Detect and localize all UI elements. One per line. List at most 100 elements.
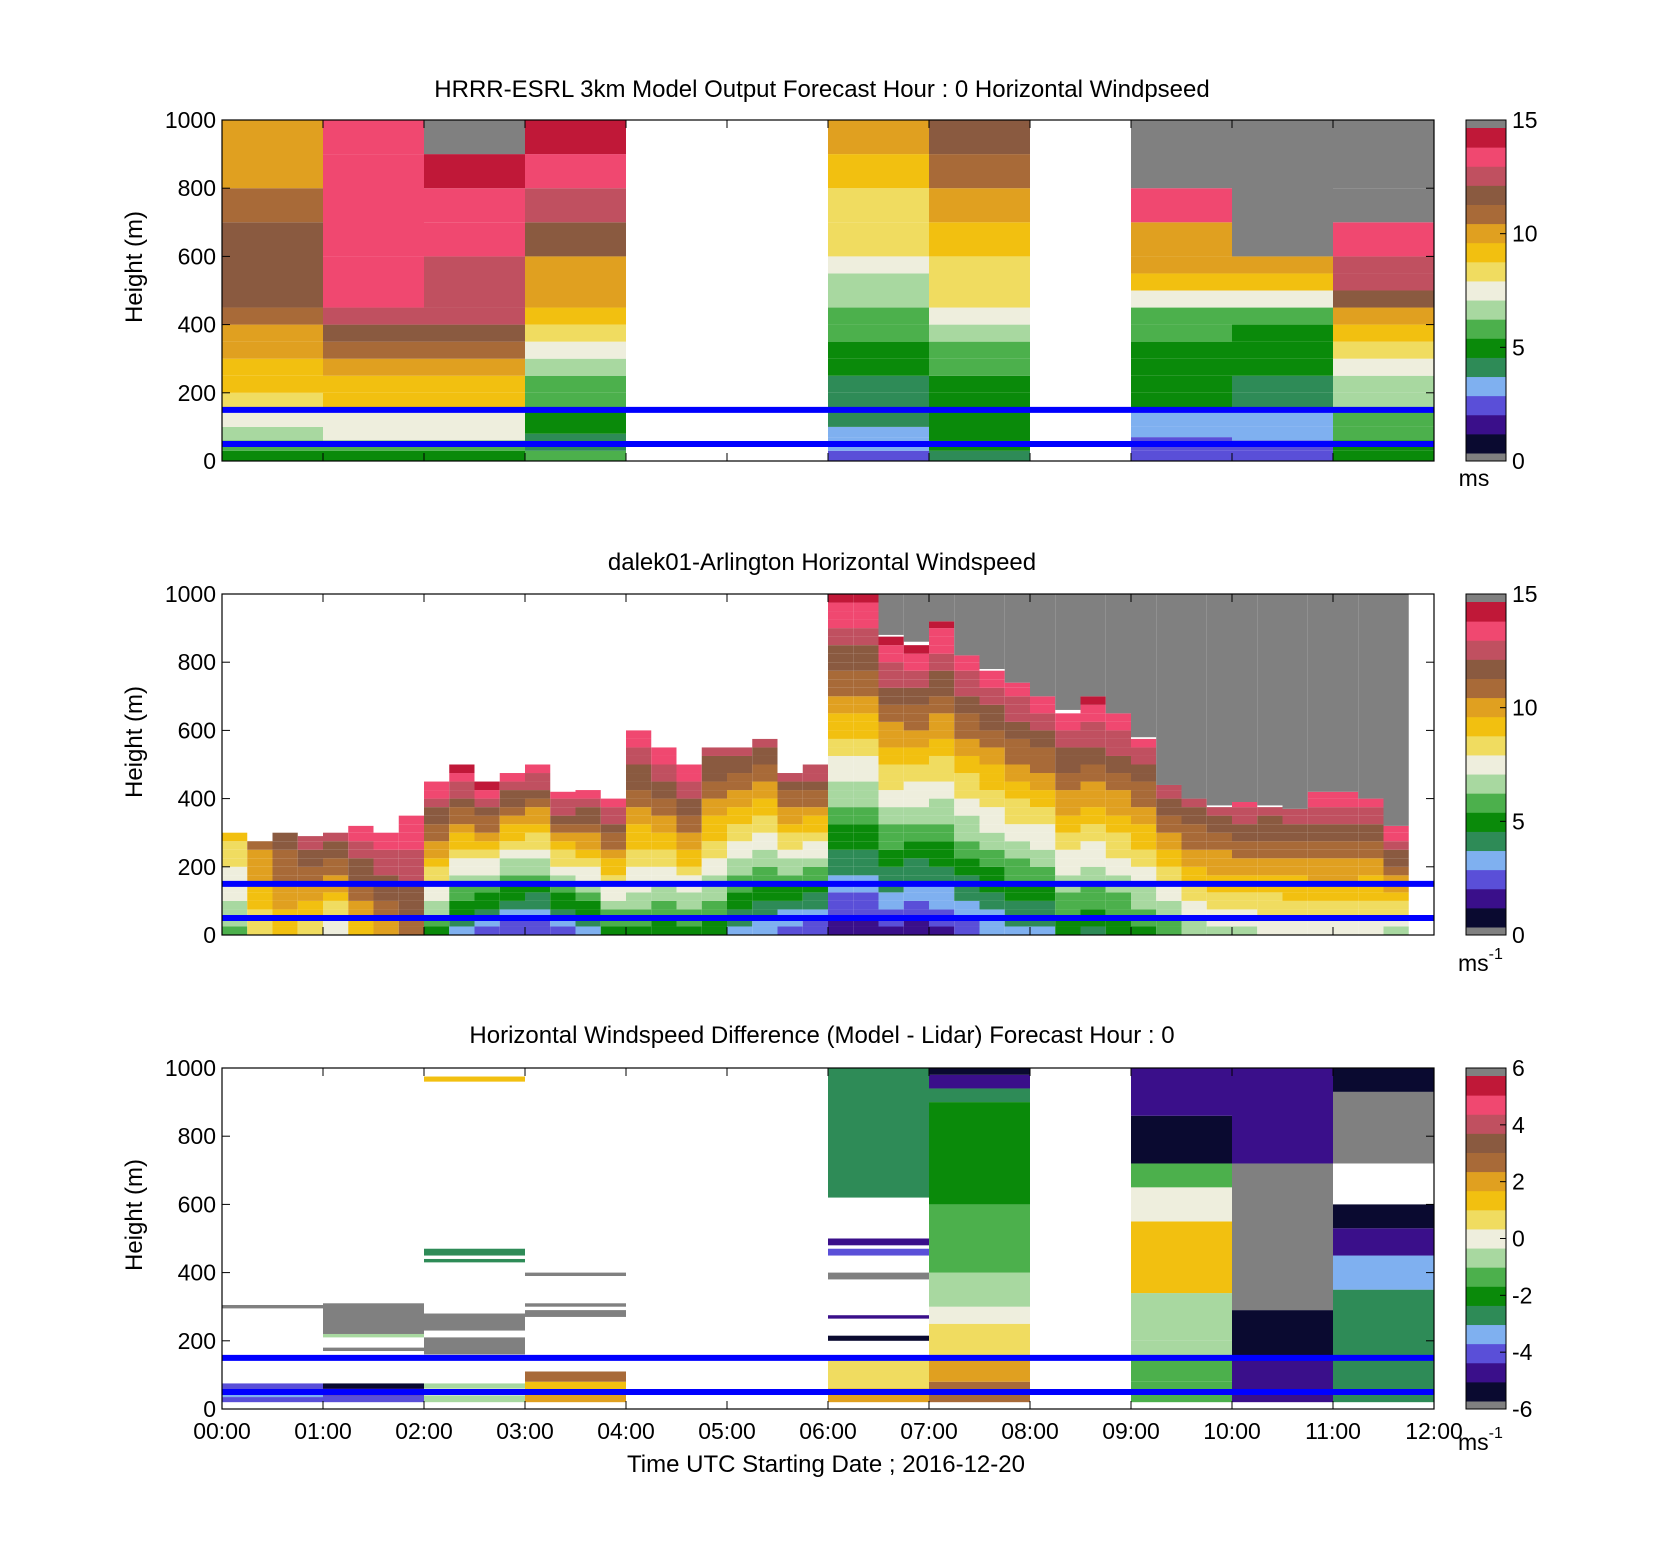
- heatmap-cell: [297, 875, 323, 884]
- heatmap-cell: [929, 222, 1030, 257]
- heatmap-cell: [474, 824, 500, 833]
- heatmap-cell: [474, 798, 500, 808]
- heatmap-cell: [979, 790, 1005, 799]
- heatmap-cell: [802, 917, 828, 927]
- heatmap-cell: [424, 341, 525, 359]
- heatmap-cell: [802, 807, 828, 816]
- heatmap-cell: [878, 798, 904, 808]
- heatmap-cell: [979, 900, 1005, 910]
- heatmap-cell: [954, 798, 980, 808]
- heatmap-cell: [828, 256, 929, 274]
- heatmap-cell: [1131, 1187, 1232, 1222]
- heatmap-cell: [222, 409, 323, 427]
- heatmap-cell: [1055, 858, 1081, 867]
- heatmap-cell: [1105, 747, 1131, 756]
- heatmap-cell: [222, 832, 248, 842]
- heatmap-cell: [424, 1258, 525, 1263]
- heatmap-cell: [903, 883, 929, 893]
- heatmap-cell: [828, 611, 854, 620]
- colorbar-swatch: [1466, 1286, 1506, 1306]
- heatmap-cell: [853, 662, 879, 671]
- heatmap-cell: [853, 594, 879, 603]
- heatmap-cell: [929, 670, 955, 680]
- heatmap-cell: [323, 917, 349, 927]
- heatmap-cell: [929, 764, 955, 774]
- heatmap-cell: [929, 781, 955, 791]
- heatmap-cell: [651, 798, 677, 808]
- heatmap-cell: [701, 926, 727, 935]
- heatmap-cell: [929, 858, 955, 867]
- heatmap-cell: [676, 790, 702, 799]
- heatmap-cell: [1232, 450, 1333, 461]
- colorbar-swatch: [1466, 697, 1506, 718]
- heatmap-cell: [929, 594, 955, 622]
- heatmap-cell: [903, 713, 929, 722]
- panel-model-title: HRRR-ESRL 3km Model Output Forecast Hour…: [434, 76, 1209, 103]
- heatmap-cell: [1030, 858, 1056, 867]
- heatmap-cell: [1105, 900, 1131, 910]
- heatmap-cell: [853, 883, 879, 893]
- heatmap-cell: [222, 392, 323, 410]
- heatmap-cell: [903, 926, 929, 935]
- heatmap-cell: [1257, 926, 1283, 935]
- heatmap-cell: [727, 832, 753, 842]
- heatmap-cell: [1333, 392, 1434, 410]
- heatmap-cell: [550, 832, 576, 842]
- heatmap-cell: [929, 824, 955, 833]
- heatmap-cell: [626, 798, 652, 808]
- heatmap-cell: [1156, 917, 1182, 927]
- heatmap-cell: [323, 1347, 424, 1352]
- heatmap-cell: [954, 773, 980, 782]
- heatmap-cell: [929, 1272, 1030, 1307]
- heatmap-cell: [878, 721, 904, 731]
- colorbar-tick-label: 2: [1512, 1169, 1525, 1195]
- heatmap-cell: [828, 222, 929, 257]
- heatmap-cell: [727, 781, 753, 791]
- heatmap-cell: [1004, 900, 1030, 910]
- heatmap-cell: [499, 790, 525, 799]
- heatmap-cell: [727, 790, 753, 799]
- panel-difference-axes: 0 200 400 600 800 1000 00:00 01:00 02:00 03:00 04:…: [165, 1055, 1463, 1444]
- heatmap-cell: [903, 645, 929, 654]
- heatmap-cell: [1358, 798, 1384, 808]
- heatmap-cell: [802, 926, 828, 935]
- heatmap-cell: [701, 900, 727, 910]
- heatmap-cell: [853, 832, 879, 842]
- heatmap-cell: [1181, 594, 1207, 799]
- y-tick-label: 400: [178, 1260, 216, 1286]
- heatmap-cell: [929, 450, 1030, 461]
- heatmap-cell: [1080, 832, 1106, 842]
- heatmap-cell: [449, 773, 475, 782]
- heatmap-cell: [626, 807, 652, 816]
- heatmap-cell: [676, 917, 702, 927]
- heatmap-cell: [878, 781, 904, 791]
- colorbar-overflow: [1466, 120, 1506, 128]
- heatmap-cell: [651, 926, 677, 935]
- heatmap-cell: [373, 849, 399, 859]
- heatmap-cell: [247, 841, 273, 850]
- heatmap-cell: [828, 1272, 929, 1280]
- y-tick-label: 800: [178, 175, 216, 201]
- heatmap-cell: [1206, 866, 1232, 876]
- heatmap-cell: [777, 815, 803, 825]
- heatmap-cell: [777, 926, 803, 935]
- heatmap-cell: [474, 883, 500, 893]
- heatmap-cell: [1055, 721, 1081, 731]
- heatmap-cell: [1383, 926, 1409, 935]
- heatmap-cell: [1333, 290, 1434, 308]
- x-tick-label: 11:00: [1305, 1418, 1361, 1444]
- y-tick-label: 600: [178, 1191, 216, 1217]
- heatmap-cell: [878, 662, 904, 671]
- heatmap-cell: [323, 358, 424, 376]
- heatmap-cell: [297, 836, 323, 842]
- heatmap-cell: [853, 721, 879, 731]
- heatmap-cell: [297, 909, 323, 918]
- heatmap-cell: [954, 730, 980, 739]
- heatmap-cell: [853, 730, 879, 739]
- colorbar-swatch: [1466, 1305, 1506, 1326]
- heatmap-cell: [929, 790, 955, 799]
- heatmap-cell: [1131, 1163, 1232, 1188]
- heatmap-cell: [777, 781, 803, 791]
- heatmap-cell: [929, 1323, 1030, 1358]
- heatmap-cell: [1105, 926, 1131, 935]
